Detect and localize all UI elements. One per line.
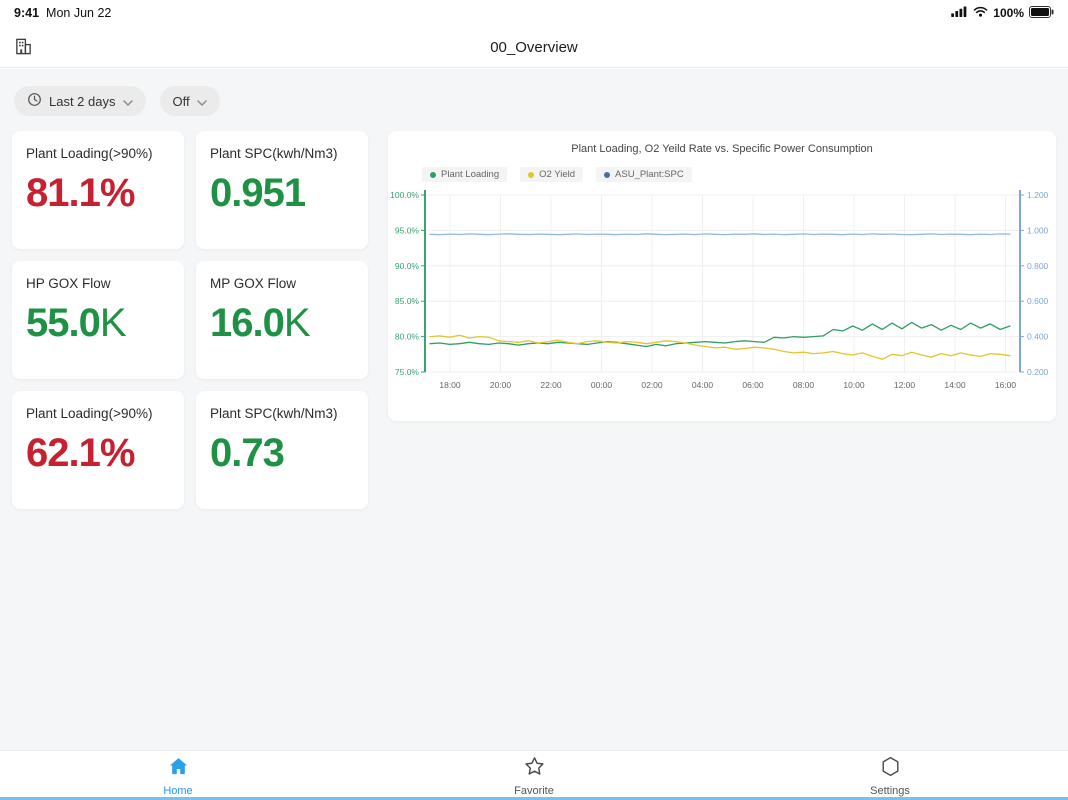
chart-title: Plant Loading, O2 Yeild Rate vs. Specifi… [571, 143, 873, 155]
time-range-dropdown[interactable]: Last 2 days [14, 86, 146, 116]
legend-dot [528, 171, 535, 178]
battery-icon [1029, 5, 1054, 21]
legend-label: Plant Loading [441, 169, 500, 180]
star-icon [523, 755, 546, 783]
chevron-down-icon [122, 94, 133, 109]
trend-chart-panel: Plant Loading, O2 Yeild Rate vs. Specifi… [388, 131, 1056, 421]
header: 00_Overview [0, 26, 1068, 68]
kpi-value: 55.0K [26, 301, 127, 345]
svg-text:22:00: 22:00 [540, 380, 562, 390]
nav-label: Home [163, 784, 193, 797]
kpi-value: 81.1% [26, 171, 135, 215]
wifi-icon [973, 6, 988, 20]
svg-text:02:00: 02:00 [641, 380, 663, 390]
svg-text:06:00: 06:00 [742, 380, 764, 390]
plant-building-icon[interactable] [14, 37, 33, 61]
series-line-asu-plant-spc [429, 233, 1011, 236]
clock-date: Mon Jun 22 [46, 6, 112, 20]
page-title: 00_Overview [490, 38, 578, 56]
nav-item-settings[interactable]: Settings [712, 751, 1068, 800]
clock-icon [27, 92, 42, 110]
svg-text:10:00: 10:00 [843, 380, 865, 390]
chevron-down-icon [196, 94, 207, 109]
svg-text:0.400: 0.400 [1027, 332, 1049, 342]
legend-label: O2 Yield [539, 169, 576, 180]
kpi-value: 0.73 [210, 431, 285, 475]
svg-text:16:00: 16:00 [995, 380, 1017, 390]
legend-item-asu-plant-spc[interactable]: ASU_Plant:SPC [596, 167, 692, 182]
chart-legend: Plant Loading O2 Yield ASU_Plant:SPC [422, 167, 692, 182]
battery-percent-label: 100% [993, 6, 1024, 20]
svg-text:85.0%: 85.0% [395, 296, 420, 306]
nav-item-home[interactable]: Home [0, 751, 356, 800]
kpi-card-mp-gox-flow[interactable]: MP GOX Flow 16.0K [196, 261, 368, 379]
cellular-signal-icon [951, 6, 968, 20]
svg-text:1.000: 1.000 [1027, 225, 1049, 235]
svg-text:90.0%: 90.0% [395, 261, 420, 271]
svg-text:0.800: 0.800 [1027, 261, 1049, 271]
legend-item-plant-loading[interactable]: Plant Loading [422, 167, 508, 182]
legend-item-o2-yield[interactable]: O2 Yield [520, 167, 584, 182]
svg-text:20:00: 20:00 [490, 380, 512, 390]
svg-text:100.0%: 100.0% [390, 190, 419, 200]
svg-text:80.0%: 80.0% [395, 332, 420, 342]
kpi-label: Plant SPC(kwh/Nm3) [210, 146, 338, 161]
off-toggle-dropdown[interactable]: Off [159, 86, 220, 116]
kpi-value: 16.0K [210, 301, 311, 345]
kpi-card-plant-spc-1[interactable]: Plant SPC(kwh/Nm3) 0.951 [196, 131, 368, 249]
svg-text:00:00: 00:00 [591, 380, 613, 390]
status-time-date: 9:41 Mon Jun 22 [14, 6, 111, 20]
kpi-label: MP GOX Flow [210, 276, 297, 291]
home-icon [167, 755, 190, 783]
legend-dot [604, 171, 611, 178]
hexagon-settings-icon [879, 755, 902, 783]
svg-text:12:00: 12:00 [894, 380, 916, 390]
svg-text:0.600: 0.600 [1027, 296, 1049, 306]
svg-text:18:00: 18:00 [439, 380, 461, 390]
svg-text:95.0%: 95.0% [395, 225, 420, 235]
nav-label: Settings [870, 784, 910, 797]
clock-time: 9:41 [14, 6, 40, 20]
content: Last 2 days Off Plant Loading(>90%) 81.1… [0, 69, 1068, 750]
series-line-plant-loading [429, 321, 1011, 348]
svg-text:04:00: 04:00 [692, 380, 714, 390]
svg-text:08:00: 08:00 [793, 380, 815, 390]
nav-item-favorite[interactable]: Favorite [356, 751, 712, 800]
kpi-card-plant-loading-1[interactable]: Plant Loading(>90%) 81.1% [12, 131, 184, 249]
status-indicators: 100% [951, 5, 1054, 21]
kpi-label: HP GOX Flow [26, 276, 111, 291]
filter-bar: Last 2 days Off [14, 86, 220, 116]
chart-plot-area[interactable]: 18:00 20:00 22:00 00:00 02:00 04:00 06:00 08:00… [388, 185, 1056, 419]
kpi-value: 62.1% [26, 431, 135, 475]
bottom-nav: Home Favorite Settings [0, 750, 1068, 800]
kpi-label: Plant Loading(>90%) [26, 146, 153, 161]
kpi-value: 0.951 [210, 171, 306, 215]
legend-dot [430, 171, 436, 178]
legend-label: ASU_Plant:SPC [615, 169, 684, 180]
svg-text:1.200: 1.200 [1027, 190, 1049, 200]
off-toggle-label: Off [172, 93, 190, 109]
series-line-o2-yield [429, 334, 1011, 360]
time-range-label: Last 2 days [49, 93, 116, 109]
svg-text:75.0%: 75.0% [395, 367, 420, 377]
kpi-card-plant-loading-2[interactable]: Plant Loading(>90%) 62.1% [12, 391, 184, 509]
home-indicator-strip [0, 797, 1068, 800]
status-bar: 9:41 Mon Jun 22 100% [0, 0, 1068, 26]
svg-text:0.200: 0.200 [1027, 367, 1049, 377]
kpi-card-plant-spc-2[interactable]: Plant SPC(kwh/Nm3) 0.73 [196, 391, 368, 509]
svg-text:14:00: 14:00 [944, 380, 966, 390]
nav-label: Favorite [514, 784, 554, 797]
kpi-card-hp-gox-flow[interactable]: HP GOX Flow 55.0K [12, 261, 184, 379]
kpi-label: Plant SPC(kwh/Nm3) [210, 406, 338, 421]
kpi-label: Plant Loading(>90%) [26, 406, 153, 421]
